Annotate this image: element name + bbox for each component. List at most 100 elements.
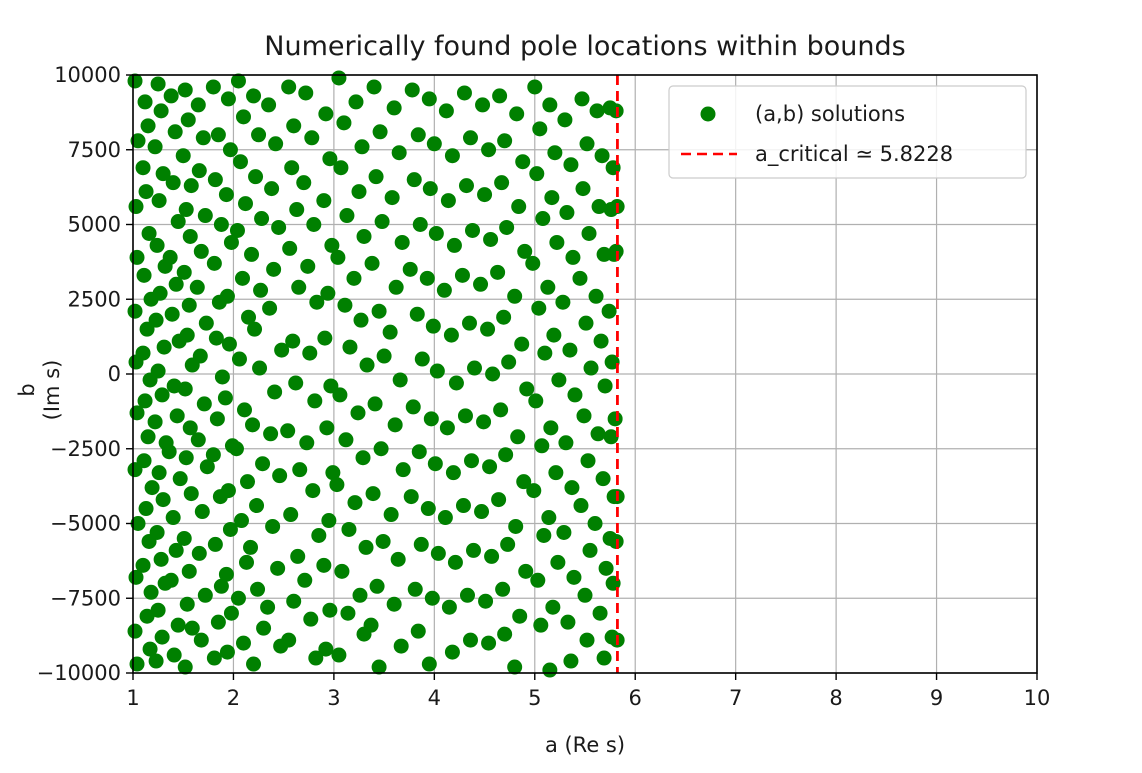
data-point bbox=[508, 518, 524, 534]
data-point bbox=[603, 429, 619, 445]
data-point bbox=[333, 160, 349, 176]
data-point bbox=[183, 486, 199, 502]
data-point bbox=[507, 659, 523, 675]
data-point bbox=[149, 524, 165, 540]
data-point bbox=[607, 411, 623, 427]
data-point bbox=[507, 288, 523, 304]
data-point bbox=[495, 581, 511, 597]
data-point bbox=[304, 130, 320, 146]
data-point bbox=[366, 79, 382, 95]
data-point bbox=[168, 542, 184, 558]
data-point bbox=[465, 222, 481, 238]
data-point bbox=[388, 279, 404, 295]
data-point bbox=[580, 453, 596, 469]
data-point bbox=[154, 387, 170, 403]
data-point bbox=[178, 202, 194, 218]
data-point bbox=[213, 217, 229, 232]
data-point bbox=[197, 587, 213, 603]
x-tick-label: 6 bbox=[629, 686, 642, 710]
data-point bbox=[144, 480, 160, 496]
data-point bbox=[526, 483, 542, 499]
data-point bbox=[601, 303, 617, 319]
data-point bbox=[402, 261, 418, 277]
data-point bbox=[459, 587, 475, 603]
data-point bbox=[440, 193, 456, 209]
data-point bbox=[181, 297, 197, 313]
data-point bbox=[384, 190, 400, 206]
data-point bbox=[191, 163, 207, 179]
data-point bbox=[391, 145, 407, 161]
data-point bbox=[555, 294, 571, 310]
data-point bbox=[306, 217, 322, 232]
x-tick-label: 8 bbox=[829, 686, 842, 710]
x-tick-label: 7 bbox=[729, 686, 742, 710]
data-point bbox=[175, 148, 191, 164]
data-point bbox=[135, 557, 151, 573]
data-point bbox=[296, 175, 312, 191]
data-point bbox=[177, 659, 193, 675]
data-point bbox=[412, 217, 428, 232]
data-point bbox=[456, 85, 472, 101]
data-point bbox=[176, 530, 192, 546]
data-point bbox=[392, 372, 408, 388]
chart-title: Numerically found pole locations within … bbox=[264, 31, 905, 62]
data-point bbox=[347, 495, 363, 511]
data-point bbox=[319, 420, 335, 436]
data-point bbox=[337, 297, 353, 313]
data-point bbox=[272, 468, 288, 484]
y-axis-ticks: −10000 −7500 −5000 −2500 0 2500 5000 7500 10000 bbox=[37, 63, 133, 685]
data-point bbox=[473, 276, 489, 292]
data-point bbox=[218, 187, 234, 203]
data-point bbox=[535, 211, 551, 227]
data-point bbox=[179, 327, 195, 343]
y-tick-label: −5000 bbox=[50, 512, 121, 536]
data-point bbox=[329, 477, 345, 493]
data-point bbox=[576, 408, 592, 424]
data-point bbox=[336, 115, 352, 131]
data-point bbox=[234, 270, 250, 286]
data-point bbox=[167, 124, 183, 140]
data-point bbox=[578, 315, 594, 331]
data-point bbox=[237, 196, 253, 212]
data-point bbox=[457, 408, 473, 424]
x-tick-label: 3 bbox=[327, 686, 340, 710]
data-point bbox=[129, 249, 145, 265]
data-point bbox=[484, 548, 500, 564]
data-point bbox=[153, 103, 169, 119]
data-point bbox=[156, 339, 172, 355]
data-point bbox=[154, 629, 170, 645]
data-point bbox=[367, 396, 383, 412]
data-point bbox=[406, 172, 422, 188]
x-tick-label: 10 bbox=[1024, 686, 1051, 710]
data-point bbox=[533, 617, 549, 633]
data-point bbox=[532, 121, 548, 137]
data-point bbox=[205, 79, 221, 95]
data-point bbox=[427, 456, 443, 472]
data-point bbox=[180, 112, 196, 128]
data-point bbox=[155, 166, 171, 182]
y-tick-label: 5000 bbox=[68, 213, 121, 237]
data-point bbox=[303, 611, 319, 627]
data-point bbox=[280, 423, 296, 439]
data-point bbox=[210, 614, 226, 630]
data-point bbox=[591, 199, 607, 215]
data-point bbox=[340, 605, 356, 621]
data-point bbox=[163, 88, 179, 104]
data-point bbox=[127, 623, 143, 639]
data-point bbox=[260, 599, 276, 615]
data-point bbox=[130, 133, 146, 149]
y-axis-label-line: (Im s) bbox=[40, 360, 64, 421]
data-point bbox=[499, 219, 515, 235]
data-point bbox=[494, 175, 510, 191]
data-point bbox=[219, 644, 235, 660]
data-point bbox=[247, 321, 263, 337]
data-point bbox=[248, 169, 264, 185]
data-point bbox=[598, 560, 614, 576]
data-point bbox=[448, 375, 464, 391]
legend-box bbox=[668, 85, 1027, 179]
data-point bbox=[321, 513, 337, 529]
data-point bbox=[232, 154, 248, 170]
data-point bbox=[220, 483, 236, 499]
data-point bbox=[516, 474, 532, 490]
data-point bbox=[421, 91, 437, 107]
